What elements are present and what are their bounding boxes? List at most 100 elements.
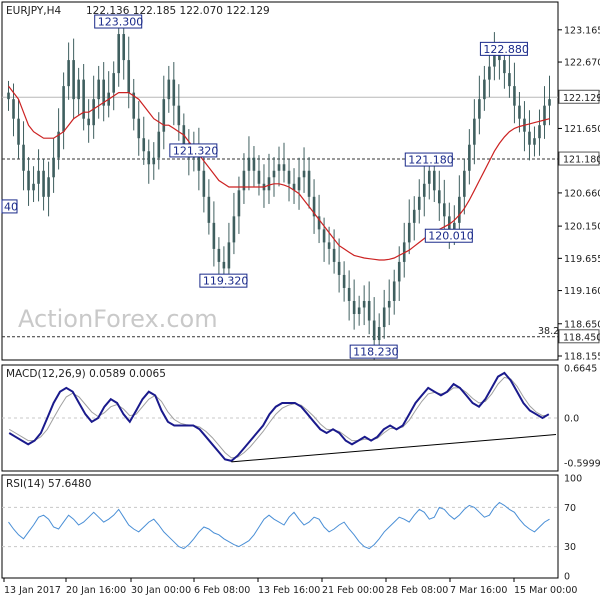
candle-body: [297, 177, 301, 191]
y-tick-label: 118.650: [564, 319, 600, 330]
candle-body: [77, 79, 80, 100]
candle-body: [237, 190, 241, 217]
candle-body: [498, 53, 501, 61]
candle-body: [207, 196, 211, 223]
candle-body: [292, 183, 296, 191]
candle-body: [27, 170, 30, 191]
rsi-y-label: 30: [564, 542, 576, 553]
candle-body: [473, 118, 476, 145]
candle-body: [147, 151, 151, 165]
rsi-y-label: 100: [564, 474, 582, 485]
candle-body: [227, 242, 231, 269]
candle-body: [387, 300, 391, 308]
macd-title: MACD(12,26,9) 0.0589 0.0065: [6, 368, 166, 380]
y-tick-label: 119.160: [564, 286, 600, 297]
candle-body: [493, 53, 496, 67]
swing-label: 119.320: [203, 275, 249, 288]
candle-body: [543, 105, 546, 126]
candle-body: [458, 196, 461, 223]
candle-body: [533, 138, 536, 145]
candle-body: [287, 170, 291, 184]
candle-body: [217, 248, 221, 262]
rsi-panel: [1, 474, 559, 579]
candle-body: [503, 60, 506, 74]
candle-body: [117, 34, 121, 74]
macd-main-line: [8, 371, 550, 462]
swing-label: 118.230: [353, 346, 399, 359]
price-panel: [1, 1, 559, 361]
candle-body: [102, 79, 105, 106]
candle-body: [307, 170, 311, 197]
fib-price-text: 118.450: [563, 332, 600, 343]
candle-body: [327, 242, 331, 249]
candle-body: [232, 216, 236, 243]
candle-body: [252, 157, 256, 171]
support-price-text: 121.180: [563, 155, 600, 166]
candle-body: [72, 60, 75, 100]
candle-body: [272, 170, 276, 178]
swing-label-box: [479, 41, 528, 56]
rsi-line: [8, 501, 550, 550]
candle-body: [22, 144, 25, 171]
candle-body: [357, 307, 361, 315]
candle-body: [42, 170, 45, 197]
candle-body: [432, 170, 436, 191]
y-tick-label: 121.650: [564, 124, 600, 135]
candle-body: [468, 144, 471, 171]
candle-body: [137, 118, 141, 139]
candle-body: [247, 157, 251, 171]
last-price-box: [558, 89, 600, 104]
candle-body: [508, 73, 511, 87]
candle-body: [212, 222, 216, 249]
candle-body: [92, 99, 95, 126]
candle-body: [352, 300, 356, 315]
swing-label: 121.320: [173, 144, 219, 157]
candle-body: [142, 138, 146, 152]
swing-label: 122.880: [483, 43, 529, 56]
candle-body: [463, 170, 466, 197]
candle-body: [52, 157, 55, 178]
candle-body: [392, 281, 396, 301]
candle-body: [267, 177, 271, 191]
watermark: ActionForex.com: [18, 305, 218, 333]
candle-body: [167, 79, 171, 100]
candle-body: [448, 216, 451, 230]
candle-body: [127, 60, 131, 93]
macd-y-label: 0.0: [564, 414, 579, 425]
candle-body: [242, 170, 246, 191]
x-tick-label: 13 Jan 2017: [4, 585, 61, 596]
candle-body: [317, 216, 321, 230]
candle-body: [367, 300, 371, 321]
y-tick-label: 120.150: [564, 222, 600, 233]
x-tick-label: 21 Feb 00:00: [322, 585, 384, 596]
chart-symbol: EURJPY,H4: [6, 5, 61, 17]
candle-body: [152, 157, 156, 165]
candle-body: [332, 248, 336, 262]
x-tick-label: 20 Jan 16:00: [66, 585, 126, 596]
candle-body: [538, 125, 541, 139]
y-tick-label: 123.165: [564, 25, 600, 36]
candle-body: [62, 86, 65, 132]
candle-body: [548, 99, 551, 106]
swing-label-box: [404, 152, 453, 167]
left-cut-label: 40: [4, 200, 18, 213]
x-tick-label: 30 Jan 00:00: [131, 585, 191, 596]
candle-body: [377, 327, 381, 341]
candle-body: [518, 105, 521, 119]
candle-body: [302, 170, 306, 178]
swing-label-box: [424, 228, 473, 243]
candle-body: [513, 86, 516, 106]
x-tick-label: 28 Feb 08:00: [386, 585, 448, 596]
candle-body: [162, 99, 166, 132]
candle-body: [257, 170, 261, 184]
candle-body: [483, 79, 486, 100]
support-price-box: [558, 151, 600, 166]
candle-body: [67, 60, 70, 87]
candle-body: [132, 92, 136, 119]
candle-body: [202, 170, 206, 197]
left-cut-label-box: [1, 199, 18, 214]
candle-body: [382, 307, 386, 328]
x-tick-label: 15 Mar 00:00: [514, 585, 577, 596]
candle-body: [337, 261, 341, 275]
